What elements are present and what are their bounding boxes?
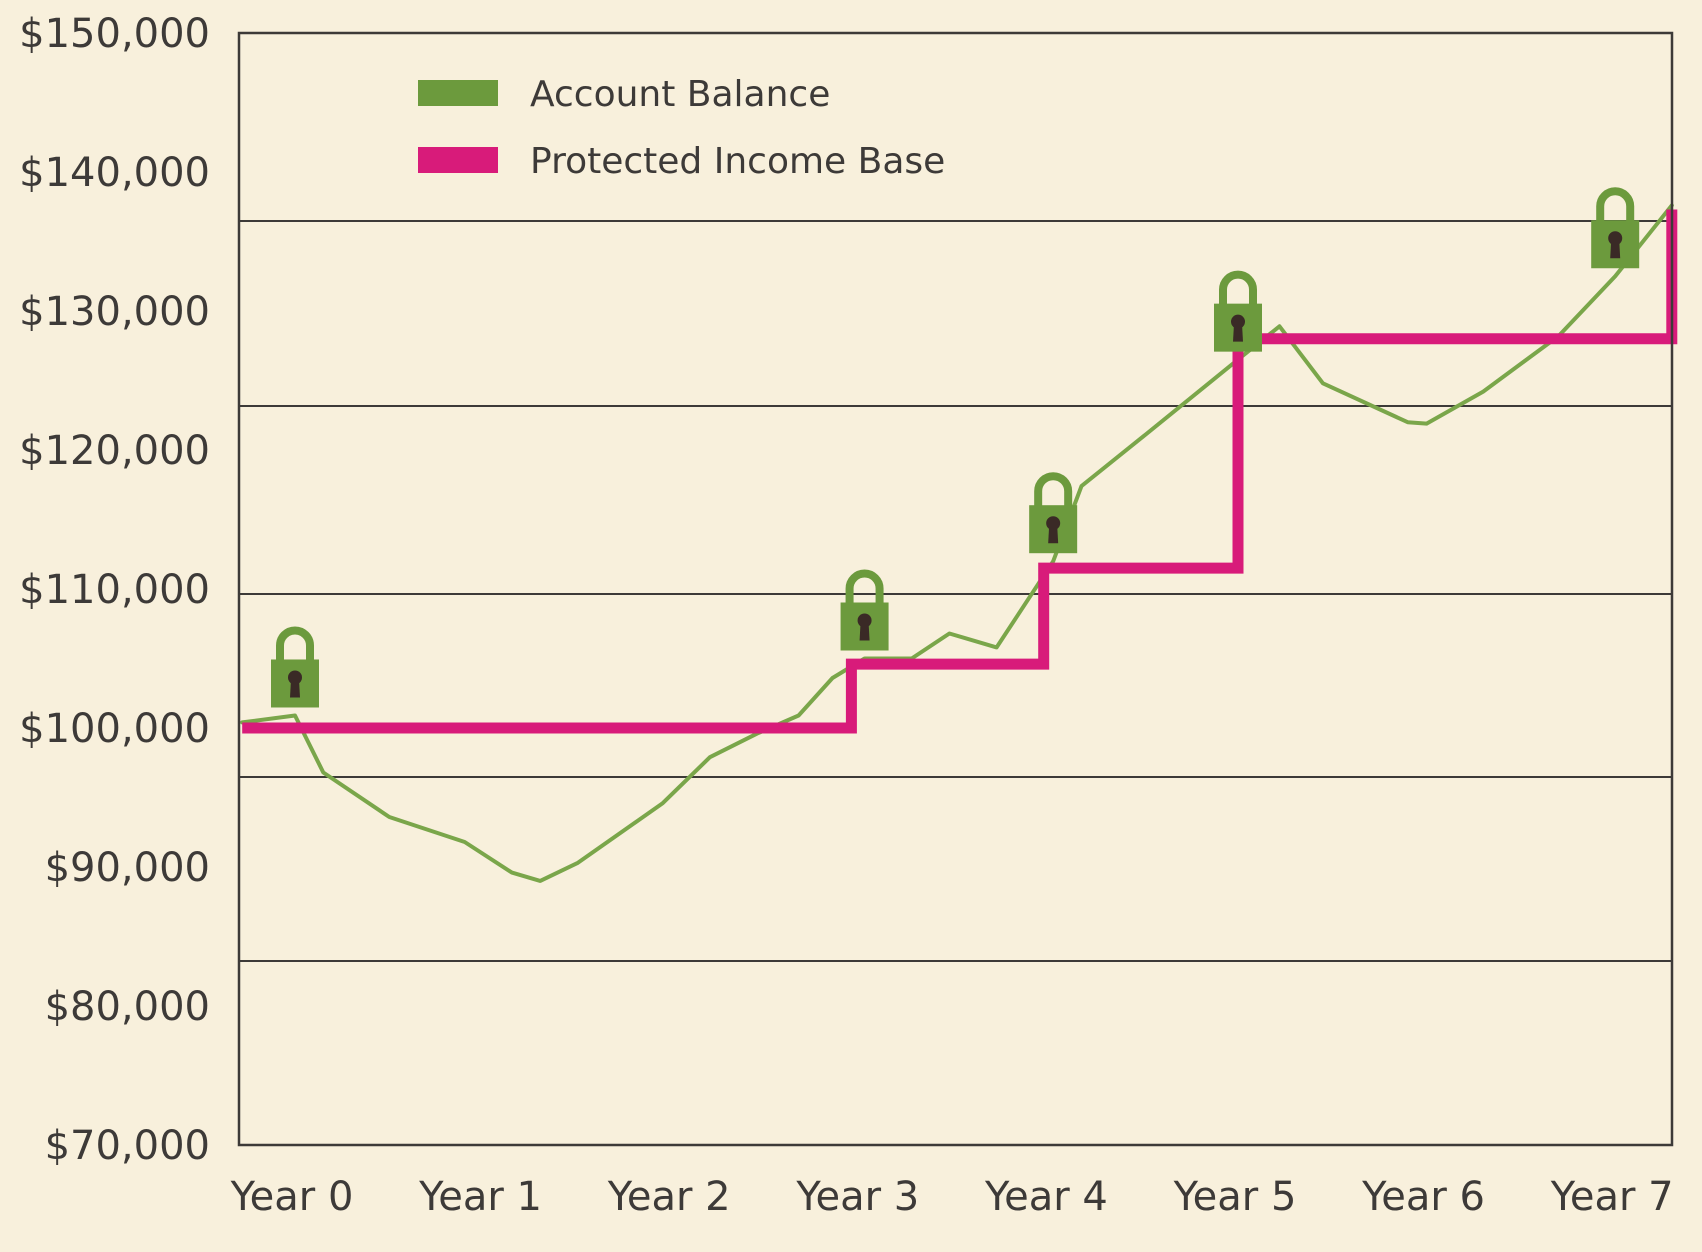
x-axis-tick-labels: Year 0 Year 1 Year 2 Year 3 Year 4 Year 5 Year… (230, 1174, 1674, 1220)
x-tick-label: Year 4 (984, 1174, 1108, 1220)
padlock-icon (1029, 472, 1078, 554)
x-tick-label: Year 2 (607, 1174, 731, 1220)
y-tick-label: $140,000 (19, 150, 210, 196)
series-line-account-balance (240, 203, 1674, 883)
lock-markers (271, 187, 1640, 708)
y-tick-label: $80,000 (45, 984, 210, 1030)
series-group (240, 203, 1678, 883)
plot-frame (237, 31, 1674, 1147)
y-tick-label: $120,000 (19, 428, 210, 474)
padlock-icon (1214, 270, 1262, 352)
legend-label-protected-income-base: Protected Income Base (530, 141, 945, 182)
padlock-icon (271, 626, 319, 708)
x-tick-label: Year 6 (1361, 1174, 1485, 1220)
x-tick-label: Year 1 (418, 1174, 542, 1220)
y-tick-label: $130,000 (19, 289, 210, 335)
legend-swatch-protected-income-base (418, 147, 498, 173)
y-tick-label: $90,000 (45, 845, 210, 891)
y-tick-label: $100,000 (19, 706, 210, 752)
legend: Account Balance Protected Income Base (418, 74, 945, 182)
legend-label-account-balance: Account Balance (530, 74, 830, 115)
y-tick-label: $150,000 (19, 11, 210, 57)
y-axis-tick-labels: $150,000 $140,000 $130,000 $120,000 $110,000… (19, 11, 210, 1169)
padlock-icon (840, 569, 889, 651)
grid-lines (239, 220, 1672, 962)
y-tick-label: $70,000 (45, 1123, 210, 1169)
x-tick-label: Year 0 (230, 1174, 354, 1220)
padlock-icon (1591, 187, 1640, 269)
x-tick-label: Year 7 (1550, 1174, 1674, 1220)
plot-background (239, 33, 1672, 1145)
x-tick-label: Year 5 (1173, 1174, 1297, 1220)
x-tick-label: Year 3 (795, 1174, 919, 1220)
y-tick-label: $110,000 (19, 567, 210, 613)
series-line-protected-income-base (242, 209, 1678, 734)
legend-swatch-account-balance (418, 80, 498, 106)
